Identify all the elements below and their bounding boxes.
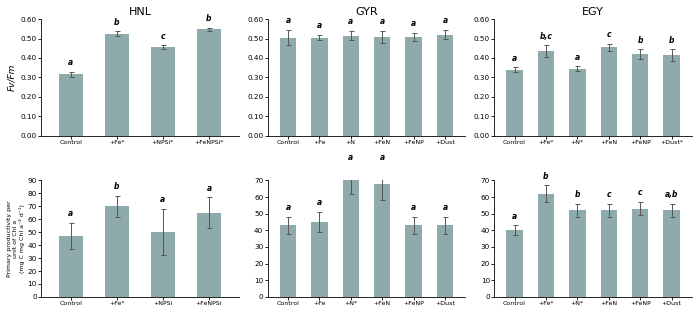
Bar: [663, 55, 680, 136]
Text: c: c: [638, 188, 642, 198]
Bar: [59, 236, 83, 297]
Bar: [197, 213, 221, 297]
Bar: [569, 210, 586, 297]
Bar: [538, 194, 554, 297]
Bar: [600, 47, 617, 136]
Text: a: a: [512, 54, 517, 63]
Text: b: b: [669, 36, 675, 44]
Text: a: a: [380, 153, 384, 162]
Text: b: b: [543, 172, 549, 181]
Bar: [343, 180, 359, 297]
Text: a: a: [411, 19, 416, 28]
Bar: [437, 225, 453, 297]
Text: a: a: [348, 17, 354, 26]
Bar: [374, 37, 390, 136]
Bar: [437, 35, 453, 136]
Bar: [280, 38, 296, 136]
Bar: [311, 38, 328, 136]
Text: a: a: [69, 209, 73, 218]
Text: b: b: [206, 14, 212, 23]
Bar: [632, 209, 649, 297]
Y-axis label: Primary productivity per
unit of Chl a
(mg C mg Chl a⁻² d⁻¹): Primary productivity per unit of Chl a (…: [7, 200, 24, 277]
Text: a: a: [512, 212, 517, 221]
Bar: [105, 34, 129, 136]
Text: a: a: [206, 183, 212, 192]
Text: a: a: [442, 203, 447, 212]
Text: a: a: [160, 195, 166, 204]
Bar: [569, 69, 586, 136]
Text: b: b: [575, 190, 580, 199]
Text: a: a: [411, 203, 416, 212]
Text: b: b: [114, 18, 120, 27]
Text: a,b: a,b: [665, 190, 679, 199]
Bar: [105, 206, 129, 297]
Bar: [374, 184, 390, 297]
Text: a: a: [285, 203, 291, 212]
Text: a: a: [575, 53, 580, 62]
Text: a: a: [348, 153, 354, 162]
Title: HNL: HNL: [129, 7, 152, 17]
Text: b: b: [114, 182, 120, 191]
Bar: [506, 69, 523, 136]
Bar: [151, 232, 175, 297]
Text: a: a: [285, 16, 291, 25]
Bar: [405, 37, 421, 136]
Text: a: a: [380, 18, 384, 27]
Bar: [632, 54, 649, 136]
Text: c: c: [161, 32, 165, 41]
Text: b,c: b,c: [540, 32, 552, 41]
Title: GYR: GYR: [355, 7, 378, 17]
Bar: [405, 225, 421, 297]
Bar: [280, 225, 296, 297]
Bar: [663, 210, 680, 297]
Y-axis label: Fv/Fm: Fv/Fm: [8, 64, 17, 91]
Bar: [311, 222, 328, 297]
Bar: [343, 36, 359, 136]
Title: EGY: EGY: [582, 7, 604, 17]
Text: a: a: [69, 58, 73, 67]
Text: a: a: [317, 21, 322, 30]
Bar: [538, 51, 554, 136]
Text: c: c: [607, 190, 611, 199]
Text: a: a: [317, 198, 322, 207]
Bar: [197, 29, 221, 136]
Bar: [151, 47, 175, 136]
Text: c: c: [607, 30, 611, 39]
Text: b: b: [637, 36, 643, 44]
Bar: [59, 74, 83, 136]
Bar: [600, 210, 617, 297]
Bar: [506, 230, 523, 297]
Text: a: a: [442, 16, 447, 25]
